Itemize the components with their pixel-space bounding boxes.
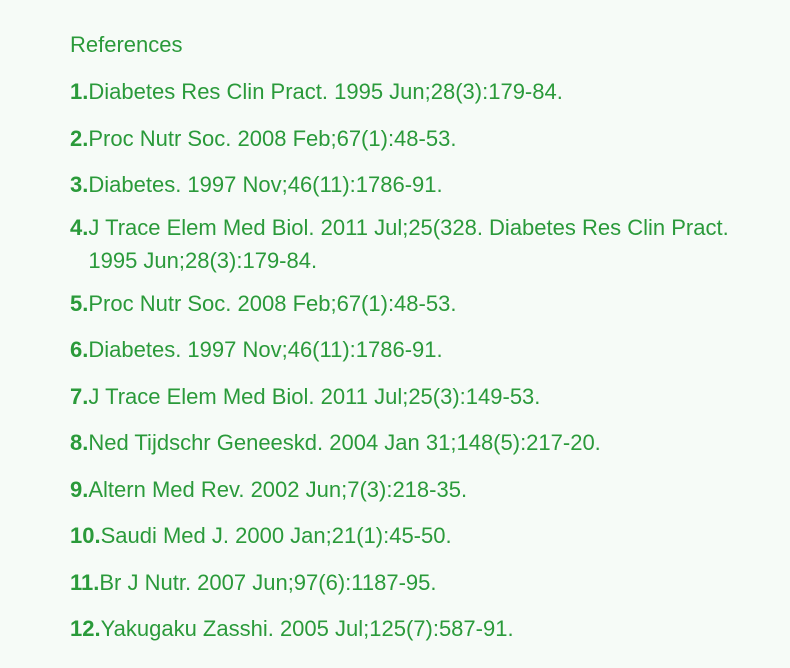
reference-number: 6. bbox=[70, 337, 89, 362]
reference-number: 7. bbox=[70, 383, 89, 409]
reference-number: 5. bbox=[70, 290, 89, 316]
reference-number: 1. bbox=[70, 79, 89, 104]
reference-item: 4. J Trace Elem Med Biol. 2011 Jul;25(328… bbox=[70, 211, 750, 277]
reference-item: 6. Diabetes. 1997 Nov;46(11):1786-91. bbox=[70, 333, 750, 366]
reference-text: Diabetes. 1997 Nov;46(11):1786-91. bbox=[88, 337, 443, 362]
references-section: References 1. Diabetes Res Clin Pract. 19… bbox=[70, 30, 750, 659]
reference-item: 9. Altern Med Rev. 2002 Jun;7(3):218-35. bbox=[70, 473, 750, 506]
reference-item: 2. Proc Nutr Soc. 2008 Feb;67(1):48-53. bbox=[70, 122, 750, 155]
reference-text: Ned Tijdschr Geneeskd. 2004 Jan 31;148(5… bbox=[88, 430, 601, 455]
reference-text: Proc Nutr Soc. 2008 Feb;67(1):48-53. bbox=[88, 290, 457, 316]
reference-text: Br J Nutr. 2007 Jun;97(6):1187-95. bbox=[99, 569, 437, 595]
reference-text: Diabetes Res Clin Pract. 1995 Jun;28(3):… bbox=[88, 79, 563, 104]
references-heading: References bbox=[70, 32, 183, 57]
reference-item: 5. Proc Nutr Soc. 2008 Feb;67(1):48-53. bbox=[70, 287, 750, 320]
reference-text: Yakugaku Zasshi. 2005 Jul;125(7):587-91. bbox=[100, 616, 514, 641]
reference-text: Proc Nutr Soc. 2008 Feb;67(1):48-53. bbox=[88, 125, 457, 151]
reference-number: 8. bbox=[70, 430, 89, 455]
reference-number: 4. bbox=[70, 214, 89, 240]
reference-number: 2. bbox=[70, 125, 89, 151]
reference-number: 11. bbox=[70, 569, 100, 595]
references-list: 1. Diabetes Res Clin Pract. 1995 Jun;28(3… bbox=[70, 75, 750, 645]
reference-text: J Trace Elem Med Biol. 2011 Jul;25(328. … bbox=[88, 214, 729, 273]
reference-text: Diabetes. 1997 Nov;46(11):1786-91. bbox=[88, 172, 443, 197]
reference-item: 8. Ned Tijdschr Geneeskd. 2004 Jan 31;148… bbox=[70, 426, 750, 459]
reference-item: 7. J Trace Elem Med Biol. 2011 Jul;25(3):… bbox=[70, 380, 750, 413]
reference-text: Saudi Med J. 2000 Jan;21(1):45-50. bbox=[100, 523, 452, 548]
reference-text: J Trace Elem Med Biol. 2011 Jul;25(3):14… bbox=[88, 383, 541, 409]
reference-item: 3. Diabetes. 1997 Nov;46(11):1786-91. bbox=[70, 168, 750, 201]
reference-number: 12. bbox=[70, 616, 101, 641]
reference-item: 1. Diabetes Res Clin Pract. 1995 Jun;28(3… bbox=[70, 75, 750, 108]
reference-number: 10. bbox=[70, 523, 101, 548]
reference-text: Altern Med Rev. 2002 Jun;7(3):218-35. bbox=[88, 476, 468, 502]
reference-item: 10. Saudi Med J. 2000 Jan;21(1):45-50. bbox=[70, 519, 750, 552]
reference-item: 12. Yakugaku Zasshi. 2005 Jul;125(7):587-… bbox=[70, 612, 750, 645]
reference-number: 9. bbox=[70, 476, 89, 502]
reference-item: 11. Br J Nutr. 2007 Jun;97(6):1187-95. bbox=[70, 566, 750, 599]
reference-number: 3. bbox=[70, 172, 89, 197]
